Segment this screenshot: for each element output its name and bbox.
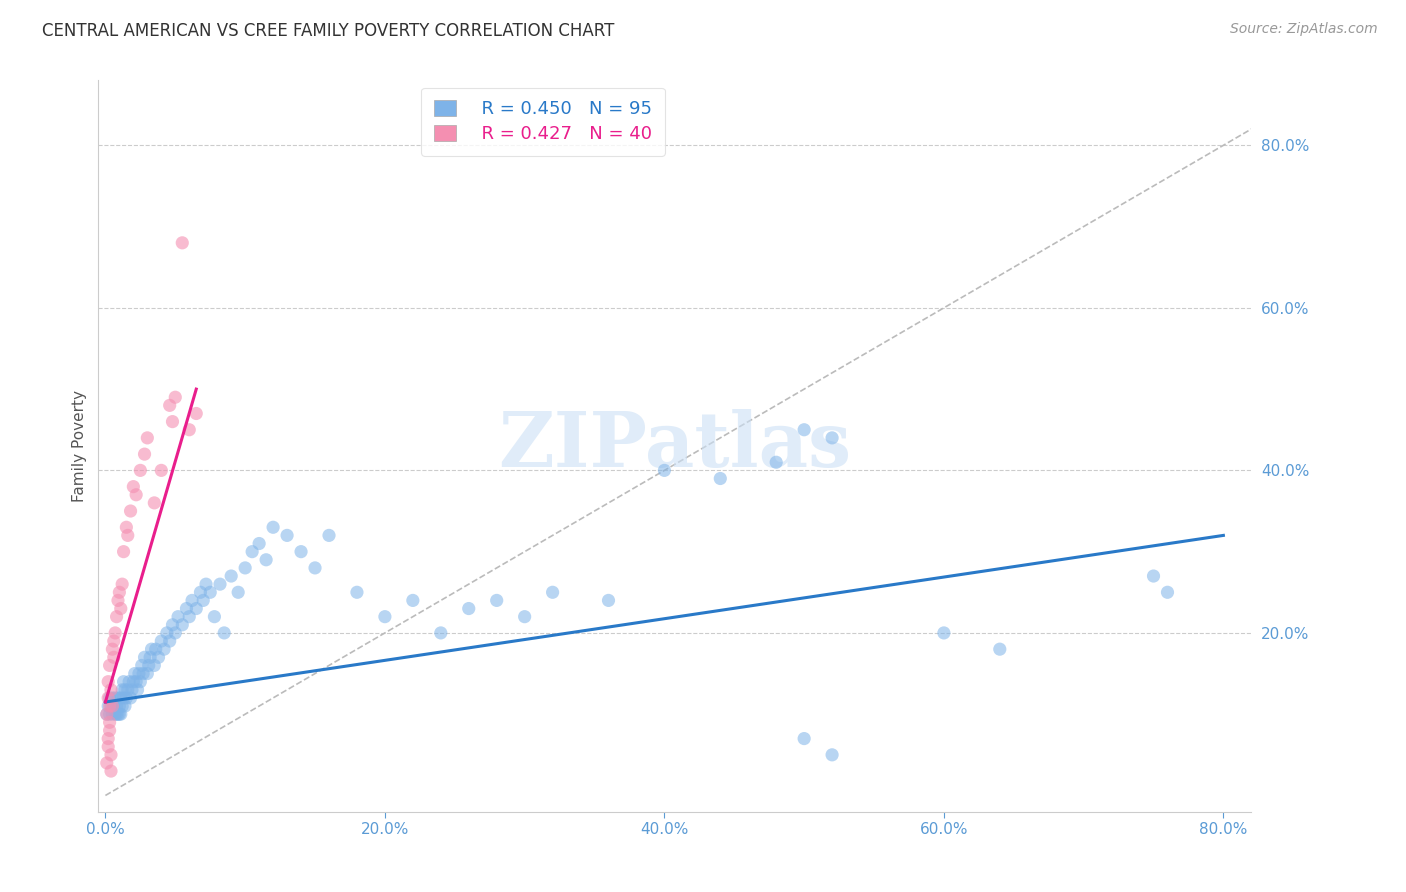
Point xyxy=(150,463,173,477)
Point xyxy=(141,642,163,657)
Point xyxy=(165,626,187,640)
Point xyxy=(138,658,160,673)
Point xyxy=(233,561,256,575)
Point xyxy=(162,617,184,632)
Point xyxy=(172,235,194,250)
Point xyxy=(247,536,270,550)
Point xyxy=(793,731,815,746)
Point xyxy=(101,707,124,722)
Point xyxy=(167,609,190,624)
Point xyxy=(120,504,142,518)
Point xyxy=(276,528,298,542)
Point xyxy=(457,601,479,615)
Point xyxy=(430,626,453,640)
Point xyxy=(124,666,146,681)
Point xyxy=(212,626,235,640)
Point xyxy=(125,674,148,689)
Point xyxy=(186,407,208,421)
Point xyxy=(107,690,129,705)
Point xyxy=(179,423,201,437)
Point xyxy=(654,463,676,477)
Point xyxy=(134,650,156,665)
Point xyxy=(100,747,122,762)
Point xyxy=(226,585,249,599)
Point xyxy=(219,569,242,583)
Point xyxy=(145,642,167,657)
Point xyxy=(134,447,156,461)
Point xyxy=(136,431,159,445)
Point xyxy=(111,577,134,591)
Point xyxy=(165,390,187,404)
Point xyxy=(262,520,284,534)
Point xyxy=(100,764,122,778)
Point xyxy=(159,634,181,648)
Point xyxy=(100,682,122,697)
Point xyxy=(122,480,145,494)
Point xyxy=(108,699,131,714)
Point xyxy=(153,642,176,657)
Point xyxy=(190,585,212,599)
Point xyxy=(318,528,340,542)
Point xyxy=(108,707,131,722)
Point xyxy=(97,739,120,754)
Point xyxy=(97,731,120,746)
Point xyxy=(98,715,121,730)
Point xyxy=(97,699,120,714)
Point xyxy=(541,585,564,599)
Point xyxy=(111,682,134,697)
Point xyxy=(96,707,118,722)
Point xyxy=(114,699,136,714)
Point xyxy=(132,666,155,681)
Point xyxy=(150,634,173,648)
Point xyxy=(96,707,118,722)
Point xyxy=(105,707,128,722)
Point xyxy=(107,593,129,607)
Point xyxy=(125,488,148,502)
Point xyxy=(104,626,127,640)
Point xyxy=(402,593,425,607)
Point xyxy=(122,674,145,689)
Point xyxy=(195,577,218,591)
Point xyxy=(118,674,141,689)
Point xyxy=(172,617,194,632)
Point xyxy=(120,690,142,705)
Point xyxy=(186,601,208,615)
Point xyxy=(988,642,1011,657)
Point xyxy=(101,642,124,657)
Point xyxy=(181,593,204,607)
Point xyxy=(179,609,201,624)
Point xyxy=(304,561,326,575)
Point xyxy=(104,690,127,705)
Point xyxy=(148,650,170,665)
Point xyxy=(112,544,135,558)
Point xyxy=(97,690,120,705)
Point xyxy=(101,690,124,705)
Point xyxy=(110,707,132,722)
Point xyxy=(374,609,396,624)
Point xyxy=(110,601,132,615)
Point xyxy=(200,585,222,599)
Point xyxy=(240,544,263,558)
Point xyxy=(117,682,139,697)
Point xyxy=(105,609,128,624)
Text: Source: ZipAtlas.com: Source: ZipAtlas.com xyxy=(1230,22,1378,37)
Point xyxy=(98,699,121,714)
Y-axis label: Family Poverty: Family Poverty xyxy=(72,390,87,502)
Point xyxy=(136,666,159,681)
Point xyxy=(105,699,128,714)
Point xyxy=(513,609,536,624)
Point xyxy=(156,626,179,640)
Point xyxy=(129,463,152,477)
Point xyxy=(115,690,138,705)
Point xyxy=(131,658,153,673)
Point xyxy=(121,682,143,697)
Text: ZIPatlas: ZIPatlas xyxy=(498,409,852,483)
Point xyxy=(162,415,184,429)
Point xyxy=(1156,585,1178,599)
Point xyxy=(103,650,125,665)
Point xyxy=(485,593,508,607)
Point xyxy=(97,674,120,689)
Point xyxy=(793,423,815,437)
Point xyxy=(98,707,121,722)
